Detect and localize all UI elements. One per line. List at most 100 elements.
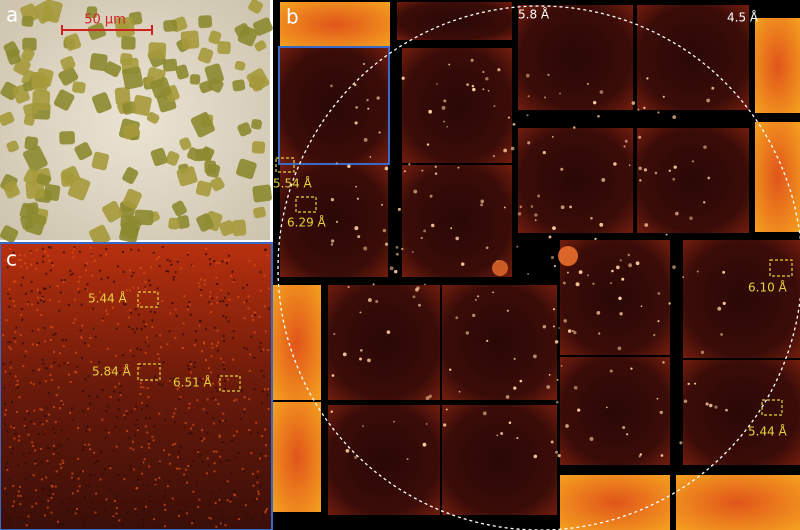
crystal (180, 30, 200, 50)
noise (80, 337, 83, 340)
diffraction-spot (470, 58, 474, 62)
diffraction-spot (653, 333, 656, 337)
noise (9, 361, 12, 364)
noise (12, 280, 15, 283)
noise (48, 259, 51, 262)
noise (259, 271, 262, 274)
diffraction-spot (458, 390, 461, 393)
diffraction-spot (428, 109, 432, 114)
noise (248, 369, 251, 372)
noise (72, 321, 75, 324)
noise (166, 485, 169, 488)
noise (24, 262, 27, 265)
diffraction-spot (621, 277, 625, 281)
noise (155, 334, 158, 337)
noise (71, 272, 74, 275)
noise (51, 264, 54, 267)
noise (134, 507, 137, 510)
noise (208, 517, 211, 520)
noise (27, 301, 30, 304)
noise (209, 517, 212, 520)
noise (217, 262, 220, 265)
noise (34, 459, 37, 462)
spot-label: 5.44 Å (748, 424, 788, 439)
diffraction-spot (550, 255, 555, 260)
noise (4, 370, 7, 373)
noise (87, 407, 90, 410)
noise (10, 401, 13, 404)
crystal (148, 42, 167, 59)
noise (137, 478, 140, 481)
noise (163, 449, 166, 452)
diffraction-spot (369, 156, 372, 158)
diffraction-spot (477, 295, 480, 298)
noise (254, 312, 257, 315)
crystal (251, 119, 263, 130)
noise (221, 521, 224, 524)
diffraction-spot (516, 245, 519, 248)
noise (89, 473, 92, 476)
noise (3, 423, 6, 426)
diffraction-spot (705, 402, 709, 406)
diffraction-spot (354, 121, 358, 125)
noise (142, 320, 145, 323)
noise (94, 295, 97, 298)
noise (85, 430, 88, 433)
noise (5, 409, 8, 412)
noise (215, 344, 218, 347)
diffraction-spot (527, 95, 530, 98)
diffraction-spot (362, 425, 364, 428)
noise (20, 313, 23, 316)
diffraction-spot (617, 346, 622, 351)
diffraction-spot (356, 197, 359, 200)
diffraction-spot (457, 166, 460, 169)
noise (161, 246, 164, 249)
noise (179, 509, 182, 512)
detector-tile (560, 475, 670, 530)
noise (73, 247, 76, 250)
noise (24, 292, 27, 295)
noise (264, 509, 267, 512)
noise (139, 393, 142, 396)
noise (87, 395, 90, 398)
noise (227, 320, 230, 323)
diffraction-spot (598, 332, 601, 335)
noise (151, 325, 154, 328)
noise (234, 456, 237, 459)
noise (14, 375, 17, 378)
noise (72, 256, 75, 259)
noise (258, 346, 261, 349)
crystal (217, 41, 231, 55)
noise (206, 412, 209, 415)
noise (85, 262, 88, 265)
noise (24, 461, 27, 464)
noise (135, 418, 138, 421)
diffraction-spot (330, 410, 333, 413)
noise (154, 478, 157, 481)
crystal (163, 19, 178, 32)
noise (243, 396, 246, 399)
noise (122, 251, 125, 254)
diffraction-spot (406, 458, 409, 461)
detector-tile (402, 165, 512, 277)
noise (230, 275, 233, 278)
noise (253, 313, 256, 316)
noise (17, 258, 20, 261)
noise (218, 498, 221, 501)
diffraction-spot (668, 169, 671, 172)
noise (139, 466, 142, 469)
noise (57, 386, 60, 389)
diffraction-spot (560, 365, 563, 367)
diffraction-spot (609, 369, 613, 373)
noise (101, 418, 104, 421)
crystal (26, 202, 39, 215)
noise (118, 519, 121, 522)
noise (17, 490, 20, 493)
noise (169, 260, 172, 263)
crystal (150, 147, 168, 167)
crystal (197, 47, 214, 64)
noise (16, 383, 19, 386)
crystal (88, 224, 111, 247)
noise (233, 493, 236, 496)
noise (168, 379, 171, 382)
